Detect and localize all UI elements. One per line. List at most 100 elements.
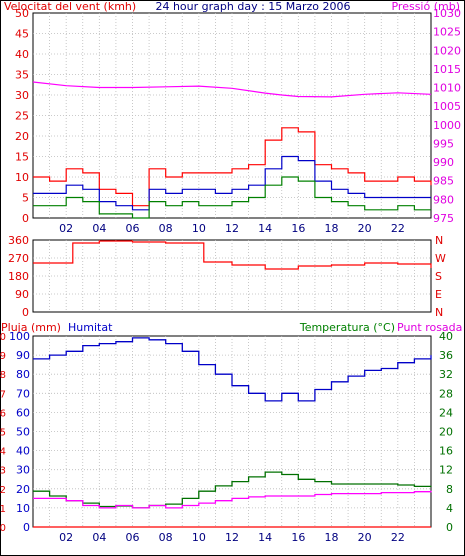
- hour-tick-label: 02: [59, 531, 73, 544]
- humidity-tick-label: 90: [16, 349, 30, 362]
- temperature-tick-label: 28: [439, 387, 453, 400]
- pressure-tick-label: 1000: [433, 119, 461, 132]
- hour-tick-label: 08: [159, 531, 173, 544]
- compass-tick-label: N: [435, 234, 443, 247]
- direction-tick-label: 360: [8, 234, 29, 247]
- pressure-tick-label: 1010: [433, 82, 461, 95]
- hour-tick-label: 10: [192, 531, 206, 544]
- wind-tick-label: 20: [15, 130, 29, 143]
- wind-direction-line: [33, 240, 432, 270]
- pressure-tick-label: 1020: [433, 44, 461, 57]
- wind-tick-label: 0: [22, 212, 29, 225]
- hour-tick-label: 12: [225, 222, 239, 235]
- pressure-tick-label: 1030: [433, 7, 461, 20]
- temperature-tick-label: 20: [439, 426, 453, 439]
- pressure-tick-label: 1025: [433, 26, 461, 39]
- hour-tick-label: 20: [358, 222, 372, 235]
- humidity-tick-label: 40: [16, 445, 30, 458]
- humidity-tick-label: 100: [9, 330, 30, 343]
- pressure-tick-label: 975: [433, 212, 454, 225]
- hour-tick-label: 10: [192, 222, 206, 235]
- rain-tick-label: 5: [0, 428, 6, 439]
- hour-tick-label: 14: [258, 531, 272, 544]
- wind-tick-label: 10: [15, 171, 29, 184]
- rain-tick-label: 10: [0, 332, 6, 343]
- wind-axis-title: Velocitat del vent (kmh): [4, 0, 136, 13]
- hour-tick-label: 04: [92, 531, 106, 544]
- humidity-tick-label: 30: [16, 464, 30, 477]
- temperature-line: [33, 471, 432, 509]
- rain-tick-label: 4: [0, 447, 6, 458]
- rain-tick-label: 6: [0, 408, 6, 419]
- direction-tick-label: 270: [8, 252, 29, 265]
- temperature-tick-label: 16: [439, 445, 453, 458]
- wind-tick-label: 15: [15, 151, 29, 164]
- rain-tick-label: 1: [0, 504, 6, 515]
- hour-tick-label: 14: [258, 222, 272, 235]
- hour-tick-label: 16: [291, 531, 305, 544]
- humidity-tick-label: 0: [23, 521, 30, 534]
- temperature-tick-label: 8: [446, 483, 453, 496]
- direction-tick-label: 0: [22, 306, 29, 319]
- pressure-line: [32, 81, 432, 98]
- pressure-tick-label: 995: [433, 137, 454, 150]
- wind-tick-label: 5: [22, 192, 29, 205]
- temperature-tick-label: 24: [439, 406, 453, 419]
- hour-tick-label: 06: [126, 222, 140, 235]
- hour-tick-label: 04: [92, 222, 106, 235]
- humidity-tick-label: 20: [16, 483, 30, 496]
- pressure-axis-title: Pressió (mb): [391, 0, 460, 13]
- hour-tick-label: 22: [391, 531, 405, 544]
- hour-tick-label: 02: [59, 222, 73, 235]
- wind-tick-label: 50: [15, 7, 29, 20]
- pressure-tick-label: 1005: [433, 100, 461, 113]
- compass-tick-label: S: [435, 270, 442, 283]
- hour-tick-label: 20: [358, 531, 372, 544]
- temperature-tick-label: 36: [439, 349, 453, 362]
- rain-tick-label: 8: [0, 370, 6, 381]
- compass-tick-label: E: [435, 288, 442, 301]
- temperature-axis-title: Temperatura (°C): [299, 321, 395, 334]
- direction-tick-label: 180: [8, 270, 29, 283]
- rain-tick-label: 7: [0, 389, 6, 400]
- wind-tick-label: 40: [15, 48, 29, 61]
- rain-tick-label: 2: [0, 485, 6, 496]
- hour-tick-label: 12: [225, 531, 239, 544]
- compass-tick-label: N: [435, 306, 443, 319]
- pressure-tick-label: 1015: [433, 63, 461, 76]
- rain-axis-title: Pluja (mm): [1, 321, 61, 334]
- dewpoint-line: [33, 490, 432, 509]
- humidity-tick-label: 60: [16, 406, 30, 419]
- pressure-tick-label: 985: [433, 175, 454, 188]
- humidity-line: [33, 337, 432, 402]
- hour-tick-label: 08: [159, 222, 173, 235]
- rain-tick-label: 9: [0, 351, 6, 362]
- wind-line-3: [33, 176, 431, 219]
- pressure-tick-label: 990: [433, 156, 454, 169]
- wind-tick-label: 35: [15, 69, 29, 82]
- rain-tick-label: 3: [0, 466, 6, 477]
- dewpoint-axis-title: Punt rosada: [397, 321, 462, 334]
- humidity-tick-label: 10: [16, 502, 30, 515]
- temperature-tick-label: 40: [439, 330, 453, 343]
- compass-tick-label: W: [435, 252, 446, 265]
- temperature-tick-label: 0: [446, 521, 453, 534]
- hour-tick-label: 06: [126, 531, 140, 544]
- wind-tick-label: 30: [15, 89, 29, 102]
- hour-tick-label: 18: [325, 222, 339, 235]
- hour-tick-label: 22: [391, 222, 405, 235]
- temperature-tick-label: 4: [446, 502, 453, 515]
- graph-title: 24 hour graph day : 15 Marzo 2006: [155, 0, 350, 13]
- humidity-tick-label: 70: [16, 387, 30, 400]
- direction-tick-label: 90: [15, 288, 29, 301]
- wind-tick-label: 45: [15, 28, 29, 41]
- rain-tick-label: 0: [0, 523, 6, 534]
- temperature-tick-label: 32: [439, 368, 453, 381]
- humidity-tick-label: 80: [16, 368, 30, 381]
- wind-tick-label: 25: [15, 110, 29, 123]
- humidity-tick-label: 50: [16, 426, 30, 439]
- temperature-tick-label: 12: [439, 464, 453, 477]
- hour-tick-label: 16: [291, 222, 305, 235]
- humidity-axis-title: Humitat: [68, 321, 113, 334]
